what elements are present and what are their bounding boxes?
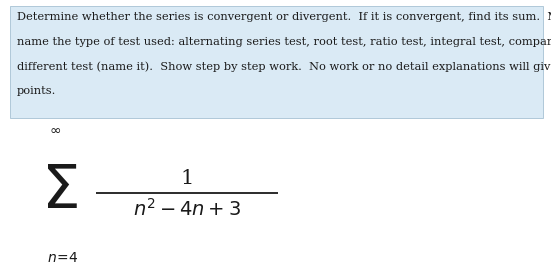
Text: $\infty$: $\infty$ xyxy=(49,123,61,137)
Text: Determine whether the series is convergent or divergent.  If it is convergent, f: Determine whether the series is converge… xyxy=(17,12,551,22)
Text: 1: 1 xyxy=(181,169,194,188)
Text: $\Sigma$: $\Sigma$ xyxy=(41,161,78,221)
Text: $n^2 - 4n + 3$: $n^2 - 4n + 3$ xyxy=(133,198,241,219)
Text: different test (name it).  Show step by step work.  No work or no detail explana: different test (name it). Show step by s… xyxy=(17,61,551,72)
FancyBboxPatch shape xyxy=(10,6,543,118)
Text: name the type of test used: alternating series test, root test, ratio test, inte: name the type of test used: alternating … xyxy=(17,37,551,47)
Text: $n\!=\!4$: $n\!=\!4$ xyxy=(47,251,78,265)
Text: points.: points. xyxy=(17,86,56,96)
